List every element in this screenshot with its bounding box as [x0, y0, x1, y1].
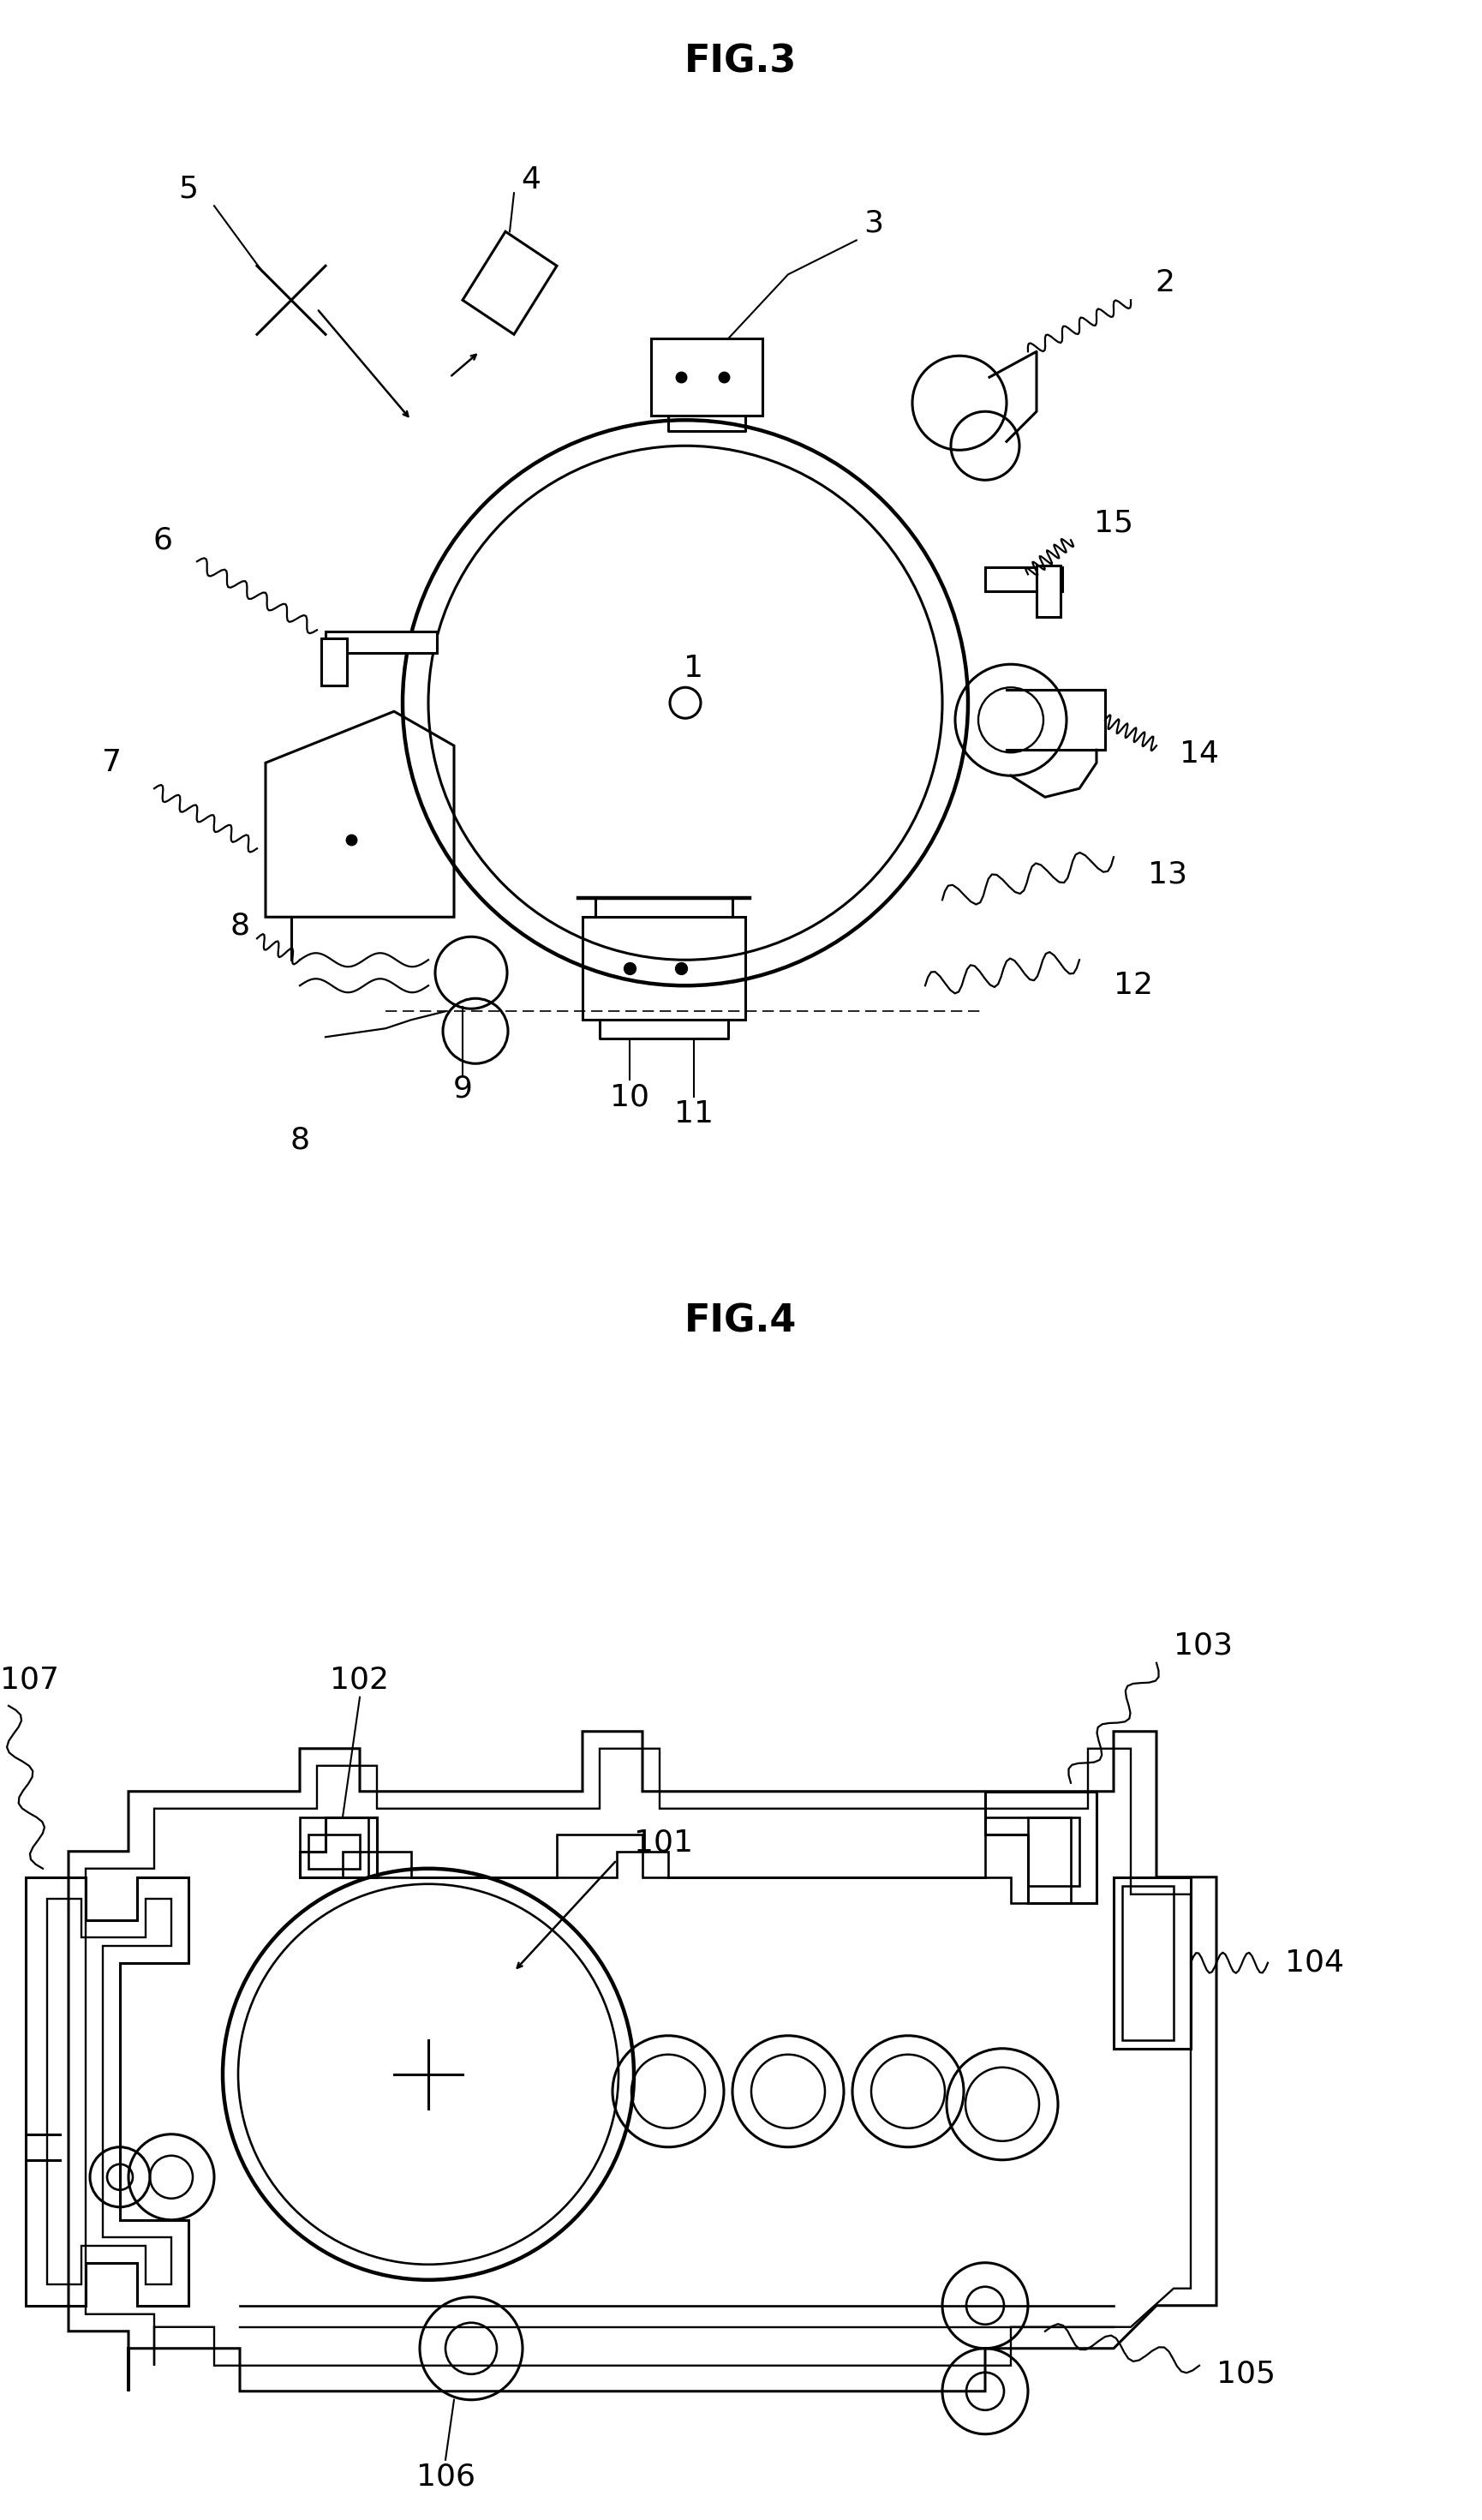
Text: 104: 104 [1285, 1948, 1343, 1978]
Text: 8: 8 [230, 912, 249, 940]
Text: 103: 103 [1172, 1630, 1232, 1661]
Text: 12: 12 [1113, 970, 1153, 1000]
Text: 101: 101 [633, 1830, 692, 1857]
Bar [651, 338, 762, 416]
Text: 7: 7 [101, 748, 122, 776]
Text: 107: 107 [0, 1666, 59, 1693]
Bar [308, 1835, 360, 1867]
Text: 9: 9 [452, 1074, 473, 1104]
Bar [326, 633, 437, 653]
Text: 4: 4 [522, 166, 541, 194]
Bar [582, 917, 745, 1021]
Text: 8: 8 [290, 1126, 310, 1154]
Text: 15: 15 [1094, 509, 1132, 537]
Text: 105: 105 [1215, 2359, 1275, 2389]
Text: 5: 5 [178, 174, 199, 204]
Bar [1027, 1817, 1079, 1885]
Text: 13: 13 [1147, 859, 1187, 890]
Text: FIG.4: FIG.4 [685, 1303, 797, 1341]
Text: 10: 10 [609, 1084, 649, 1111]
Text: 3: 3 [864, 209, 883, 237]
Bar [984, 567, 1061, 592]
Text: 106: 106 [415, 2462, 474, 2492]
Text: 1: 1 [683, 655, 704, 683]
Bar [1036, 564, 1060, 617]
Bar [322, 638, 347, 685]
Text: 11: 11 [674, 1099, 713, 1129]
Bar [1122, 1885, 1172, 2041]
Text: 6: 6 [153, 527, 172, 554]
Text: 2: 2 [1154, 270, 1174, 297]
Bar [1113, 1877, 1190, 2049]
Text: FIG.3: FIG.3 [685, 43, 797, 81]
Text: 102: 102 [330, 1666, 390, 1693]
Text: 14: 14 [1178, 741, 1218, 769]
